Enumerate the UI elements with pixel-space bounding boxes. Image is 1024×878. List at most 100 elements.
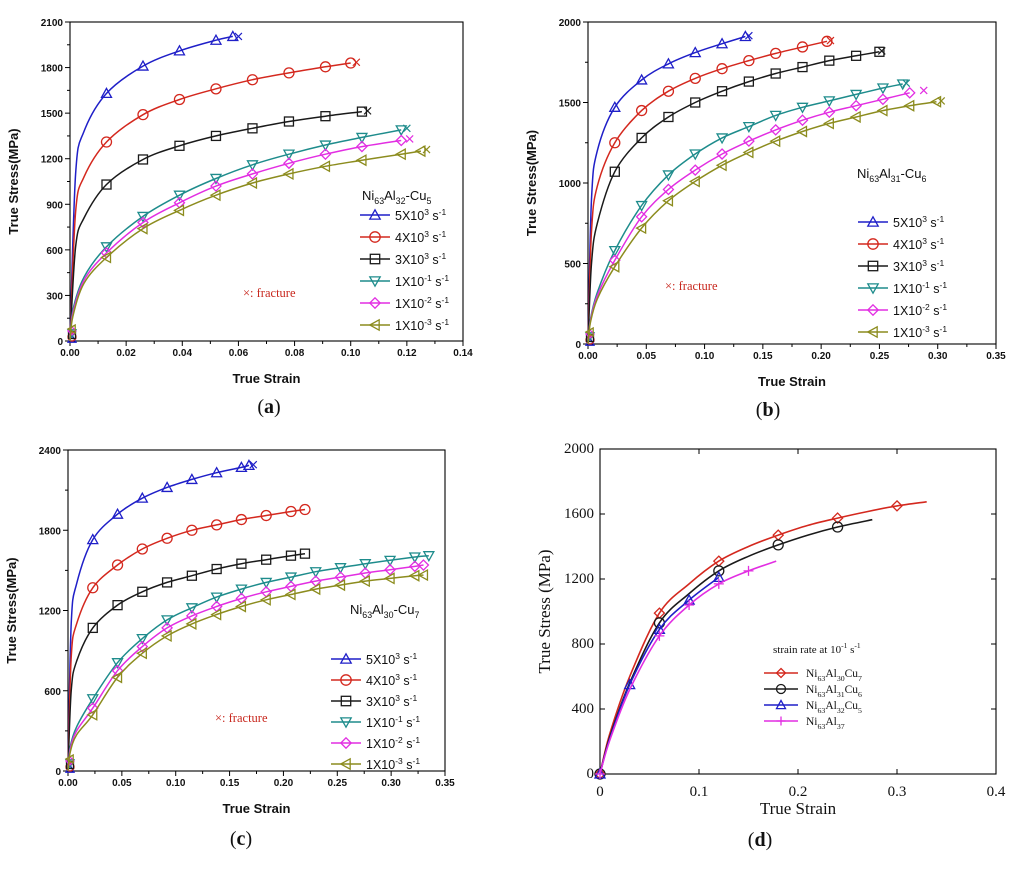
data-point xyxy=(384,563,396,576)
x-tick-label: 0.14 xyxy=(453,348,473,359)
panel-caption: (b) xyxy=(756,399,780,421)
data-point xyxy=(359,559,372,571)
data-point xyxy=(903,86,916,99)
fracture-mark xyxy=(405,135,414,143)
data-point xyxy=(320,111,331,122)
data-point xyxy=(358,574,370,588)
data-point xyxy=(66,323,76,335)
data-point xyxy=(608,100,621,112)
y-tick-label: 1200 xyxy=(41,155,64,166)
legend-entry: 1X10-2 s-1 xyxy=(366,735,420,751)
data-point xyxy=(608,245,621,257)
data-point xyxy=(334,563,347,575)
data-point xyxy=(823,106,836,119)
y-tick-label: 0 xyxy=(587,766,595,782)
data-point xyxy=(185,473,198,485)
data-point xyxy=(831,521,844,533)
data-point xyxy=(136,633,149,645)
data-point xyxy=(690,97,701,108)
data-point xyxy=(299,548,311,559)
legend-marker xyxy=(866,283,880,295)
data-point xyxy=(309,582,321,596)
data-point xyxy=(136,491,149,503)
legend-marker xyxy=(368,208,382,220)
data-point xyxy=(383,572,395,585)
panel-caption: (a) xyxy=(257,396,280,418)
data-point xyxy=(689,149,702,161)
x-tick-label: 0 xyxy=(596,784,604,800)
x-axis-label: True Strain xyxy=(758,374,826,389)
data-point xyxy=(161,532,173,544)
data-point xyxy=(246,160,259,172)
data-point xyxy=(86,694,99,706)
data-point xyxy=(64,753,74,765)
data-point xyxy=(186,570,198,581)
data-point xyxy=(635,104,648,117)
legend-marker xyxy=(775,667,787,679)
data-point xyxy=(261,554,272,565)
data-point xyxy=(282,149,296,161)
data-point xyxy=(173,204,185,217)
data-point xyxy=(211,563,222,575)
fracture-mark xyxy=(902,79,911,88)
legend-entry: 1X10-3 s-1 xyxy=(893,324,947,340)
series-line-1 xyxy=(69,35,233,342)
fracture-annotation: ×: fracture xyxy=(665,279,718,293)
data-point xyxy=(770,47,782,60)
data-point xyxy=(136,59,150,71)
data-point xyxy=(891,499,903,512)
data-point xyxy=(356,140,368,153)
y-tick-label: 500 xyxy=(564,260,581,271)
x-tick-label: 0.00 xyxy=(60,348,80,359)
data-point xyxy=(100,251,112,264)
chart-panel-2: 0.00 0.05 0.10 0.15 0.20 0.25 0.30 0.35 0 500 1000… xyxy=(524,18,1006,421)
data-point xyxy=(689,72,701,84)
fracture-mark xyxy=(234,32,243,41)
x-tick-label: 0.2 xyxy=(789,784,808,800)
data-point xyxy=(285,550,297,561)
data-point xyxy=(136,222,148,235)
data-point xyxy=(111,559,124,571)
data-point xyxy=(334,578,346,592)
fracture-mark xyxy=(249,460,258,469)
legend-marker xyxy=(866,325,878,339)
y-tick-label: 800 xyxy=(572,636,595,652)
data-point xyxy=(713,565,725,577)
data-point xyxy=(662,57,675,69)
data-point xyxy=(260,577,273,589)
data-point xyxy=(235,600,247,613)
data-point xyxy=(283,67,295,79)
data-point xyxy=(769,135,781,148)
data-point xyxy=(160,629,172,643)
data-point xyxy=(111,664,124,677)
data-point xyxy=(259,593,271,606)
series-line-5 xyxy=(587,92,910,345)
data-point xyxy=(173,93,186,106)
series-line-1 xyxy=(67,464,250,772)
series-line-2 xyxy=(69,62,351,342)
y-tick-label: 1500 xyxy=(559,99,582,110)
data-point xyxy=(662,85,675,97)
chart-panel-1: 0.00 0.02 0.04 0.06 0.08 0.10 0.12 0.14 0 300 600 9… xyxy=(6,18,473,418)
series-line-1 xyxy=(599,501,927,775)
data-point xyxy=(319,140,332,152)
y-tick-label: 1000 xyxy=(559,179,582,190)
data-point xyxy=(186,524,198,536)
legend-entry: 4X103 s-1 xyxy=(395,229,447,245)
data-point xyxy=(609,137,621,149)
fracture-mark xyxy=(826,36,835,45)
fracture-mark xyxy=(363,106,372,115)
legend-entry: 5X103 s-1 xyxy=(395,207,447,223)
series-line-3 xyxy=(599,576,720,775)
data-point xyxy=(715,159,727,172)
data-point xyxy=(715,37,729,49)
legend-marker xyxy=(368,296,382,310)
data-point xyxy=(86,533,99,545)
legend-marker xyxy=(339,736,353,750)
data-point xyxy=(242,459,256,471)
y-tick-label: 1200 xyxy=(39,607,62,618)
data-point xyxy=(636,132,647,144)
data-point xyxy=(770,68,781,79)
x-tick-label: 0.12 xyxy=(397,348,417,359)
data-point xyxy=(689,46,702,58)
